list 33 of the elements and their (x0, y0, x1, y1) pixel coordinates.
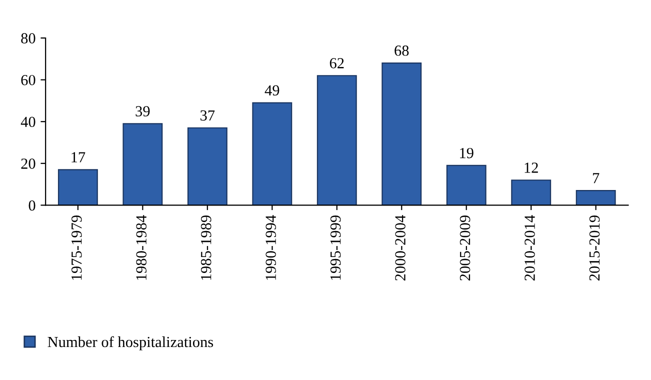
x-tick-label: 1995-1999 (330, 216, 341, 280)
data-label: 39 (136, 106, 150, 116)
data-label: 19 (460, 148, 474, 158)
data-label: 12 (524, 162, 538, 173)
data-label: 7 (593, 173, 600, 184)
y-tick-label: 0 (28, 200, 36, 211)
bar (382, 62, 422, 206)
legend-label: Number of hospitalizations (48, 336, 214, 350)
x-tick-label: 2010-2014 (524, 215, 535, 280)
x-tick-label: 1980-1984 (136, 215, 146, 280)
bar (511, 180, 552, 206)
x-tick-label: 2000-2004 (395, 215, 406, 280)
x-tick-label: 1985-1989 (200, 216, 212, 280)
x-tick-label: 2005-2009 (460, 216, 470, 280)
x-tick-label: 1990-1994 (266, 215, 276, 280)
x-tick-label: 2015-2019 (589, 216, 600, 280)
data-label: 37 (200, 110, 215, 121)
bar (187, 127, 228, 206)
bar (252, 102, 292, 206)
data-label: 68 (394, 46, 409, 56)
y-tick-label: 80 (21, 33, 36, 44)
bar (446, 164, 486, 206)
data-label: 62 (330, 58, 344, 68)
bar (576, 190, 616, 206)
bar (122, 123, 163, 206)
y-tick-label: 20 (21, 158, 36, 169)
x-tick-label: 1975-1979 (71, 216, 82, 280)
y-tick-label: 60 (21, 74, 36, 86)
data-label: 17 (72, 152, 86, 162)
data-label: 49 (264, 85, 280, 96)
y-tick-label: 40 (20, 116, 36, 128)
bar (58, 169, 98, 206)
bar (316, 75, 357, 206)
